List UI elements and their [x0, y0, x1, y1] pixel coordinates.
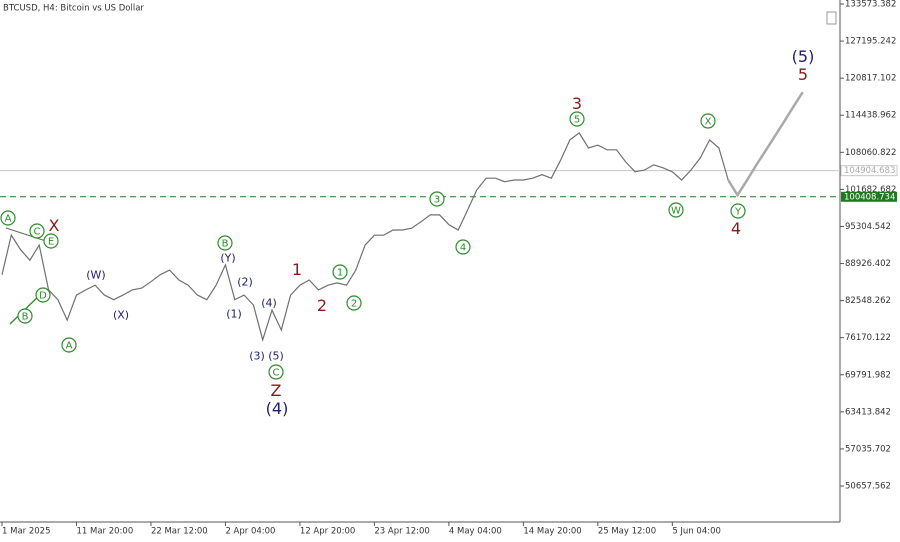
- wave-circle: [17, 308, 33, 324]
- price-label: 104904.683: [844, 166, 895, 176]
- x-tick-label: 25 May 12:00: [598, 527, 656, 537]
- wave-label: 5: [798, 65, 808, 84]
- wave-circle: [217, 235, 233, 251]
- wave-label: (2): [237, 276, 253, 289]
- wave-label: C: [273, 368, 280, 379]
- wave-label: (5): [268, 350, 284, 363]
- price-label: 100408.734: [844, 192, 895, 202]
- x-tick-label: 2 Apr 04:00: [225, 527, 275, 537]
- wave-circle: [700, 113, 716, 129]
- wave-circle: [332, 264, 348, 280]
- x-tick-label: 23 Apr 12:00: [374, 527, 429, 537]
- y-tick-label: 82548.262: [845, 296, 891, 306]
- y-tick-label: 133573.382: [845, 0, 896, 9]
- wave-circle: [61, 337, 77, 353]
- wave-circle: [455, 239, 471, 255]
- wave-label: B: [222, 239, 229, 250]
- x-tick-label: 12 Apr 20:00: [300, 527, 355, 537]
- wave-label: X: [49, 216, 60, 235]
- wave-label: (W): [86, 269, 105, 282]
- wave-label: Z: [271, 381, 282, 400]
- wave-circle: [346, 295, 362, 311]
- wave-label: W: [671, 206, 681, 217]
- wave-label: 3: [434, 195, 440, 206]
- wave-label: 4: [460, 243, 466, 254]
- y-tick-label: 57035.702: [845, 444, 891, 454]
- wave-label: (Y): [220, 252, 235, 265]
- wave-label: 1: [292, 260, 302, 279]
- wave-label: (4): [261, 297, 277, 310]
- wave-label: (X): [113, 309, 129, 322]
- x-tick-label: 11 Mar 20:00: [76, 527, 133, 537]
- wave-circle: [29, 223, 45, 239]
- chart-title: BTCUSD, H4: Bitcoin vs US Dollar: [3, 4, 144, 14]
- price-line-series: [1, 132, 729, 342]
- wave-label: C: [34, 227, 41, 238]
- y-tick-label: 76170.122: [845, 333, 891, 343]
- y-tick-label: 108060.822: [845, 148, 896, 158]
- wave-label: A: [66, 341, 73, 352]
- wave-label: 5: [574, 115, 580, 126]
- wave-circle: [43, 233, 59, 249]
- wave-label: 2: [351, 299, 357, 310]
- icon: [826, 11, 837, 25]
- wave-label: B: [22, 312, 29, 323]
- wave-label: A: [5, 214, 12, 225]
- y-tick-label: 63413.842: [845, 407, 891, 417]
- x-tick-label: 4 May 04:00: [449, 527, 502, 537]
- price-label-box: [840, 165, 898, 177]
- y-tick-label: 101682.682: [845, 185, 896, 195]
- y-tick-label: 69791.982: [845, 370, 891, 380]
- wave-label: Y: [734, 207, 742, 218]
- wave-circle: [569, 111, 585, 127]
- wave-label: 4: [731, 219, 741, 238]
- x-tick-label: 5 Jun 04:00: [672, 527, 721, 537]
- wave-circle: [35, 287, 51, 303]
- y-tick-label: 95304.542: [845, 222, 891, 232]
- wave-circle: [668, 202, 684, 218]
- wave-label: 3: [572, 94, 582, 113]
- wave-label: (3): [249, 350, 265, 363]
- wave-circle: [0, 210, 16, 226]
- y-tick-label: 114438.962: [845, 111, 896, 121]
- wave-circle: [268, 364, 284, 380]
- wave-label: (4): [266, 399, 289, 418]
- wave-label: 2: [317, 296, 327, 315]
- x-tick-label: 14 May 20:00: [523, 527, 581, 537]
- wave-circle: [429, 191, 445, 207]
- x-tick-label: 1 Mar 2025: [2, 527, 50, 537]
- wave-label: D: [39, 291, 47, 302]
- price-label-box: [841, 191, 897, 202]
- x-tick-label: 22 Mar 12:00: [151, 527, 208, 537]
- wave-label: (1): [226, 308, 242, 321]
- price-line-series: [727, 91, 804, 198]
- wave-label: X: [705, 117, 712, 128]
- wave-label: (5): [792, 47, 815, 66]
- y-tick-label: 120817.102: [845, 74, 896, 84]
- y-tick-label: 50657.562: [845, 482, 891, 492]
- y-tick-label: 88926.402: [845, 259, 891, 269]
- wave-label: E: [48, 237, 54, 248]
- y-tick-label: 127195.242: [845, 37, 896, 47]
- wave-circle: [730, 203, 746, 219]
- wave-label: 1: [337, 268, 343, 279]
